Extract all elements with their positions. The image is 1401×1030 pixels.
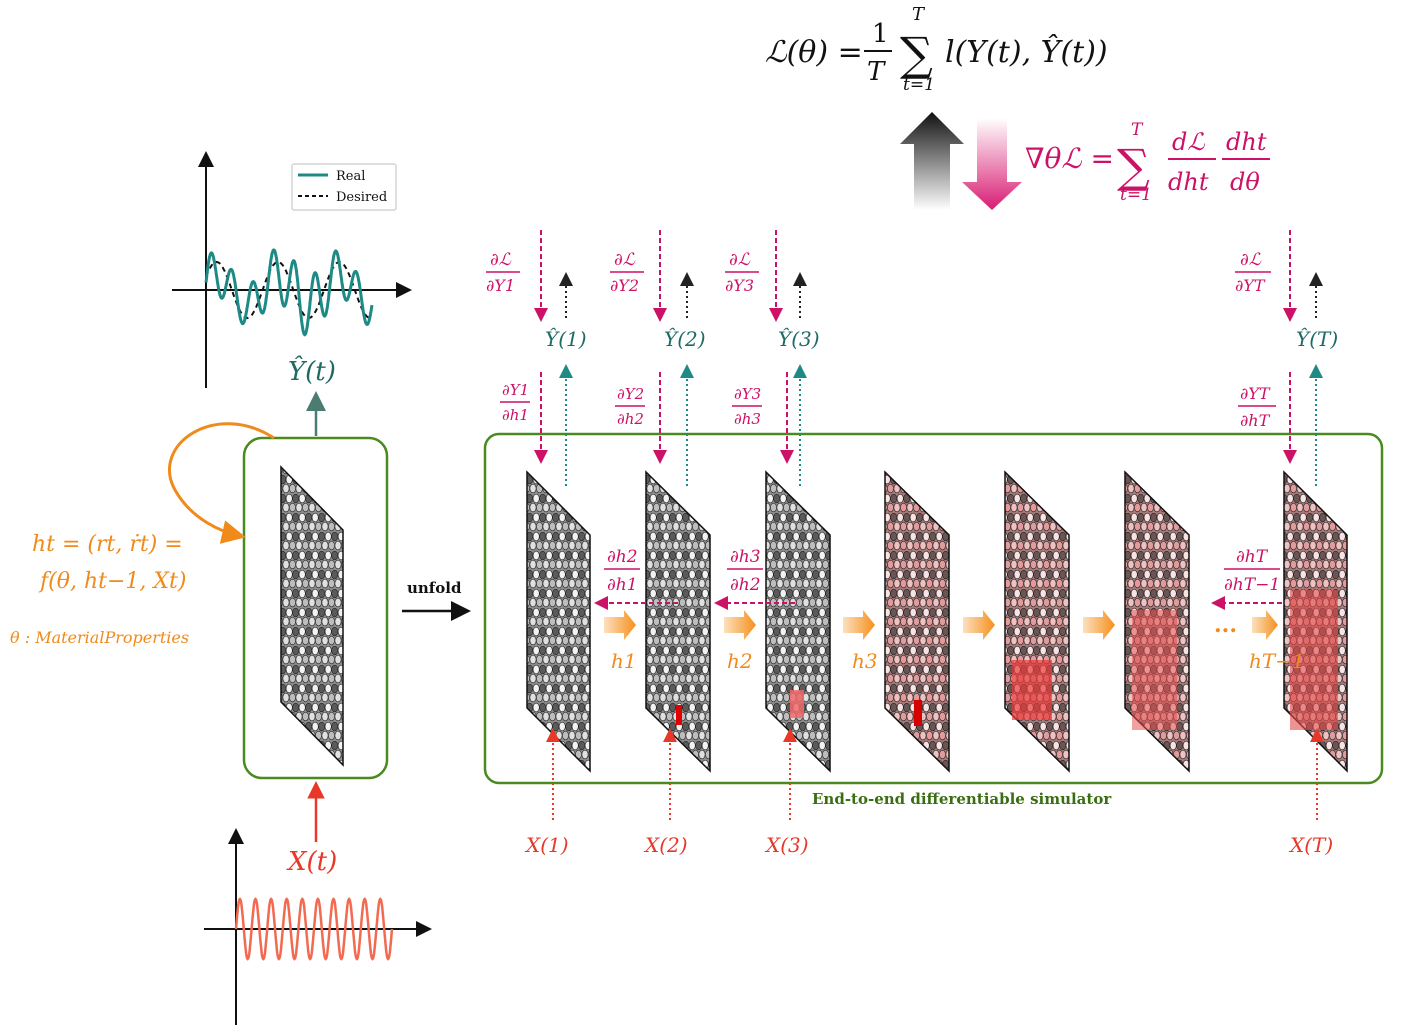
grad-frac2-den: dθ: [1230, 168, 1260, 196]
grad-lhs: ∇θℒ =: [1025, 142, 1114, 175]
dYT-dhT-num: ∂YT: [1240, 384, 1271, 403]
output-Y2: Ŷ(2): [664, 327, 706, 351]
loss-sum-top: T: [912, 4, 926, 25]
output-Y3: Ŷ(3): [778, 327, 820, 351]
lattice-tT: [1283, 470, 1348, 773]
input-signal-plot: [204, 828, 432, 1025]
input-signal-line: [234, 897, 394, 961]
input-X3: X(3): [764, 833, 809, 857]
grad-sigma: ∑: [1117, 139, 1150, 193]
column-t3: ∂ℒ ∂Y3 ∂Y3 ∂h3 Ŷ(3) X(3): [725, 230, 820, 857]
forward-pass-arrow: [900, 112, 964, 210]
dY1-dh1-den: ∂h1: [502, 406, 529, 424]
dL-dY1-num: ∂ℒ: [490, 250, 512, 270]
loss-equation: ℒ(θ) = 1 T T ∑ t=1 l(Y(t), Ŷ(t)): [765, 4, 1108, 95]
dh3-dh2-num: ∂h3: [730, 547, 761, 567]
grad-frac2-num: dht: [1226, 128, 1267, 156]
dL-dY1-den: ∂Y1: [486, 276, 515, 295]
loss-frac-num: 1: [872, 19, 889, 49]
state-arrow-5: [1083, 610, 1115, 640]
grad-sum-bottom: t=1: [1120, 185, 1152, 205]
state-arrow-3: [843, 610, 875, 640]
loss-frac-den: T: [867, 57, 886, 87]
gradient-equation: ∇θℒ = T ∑ t=1 dℒ dht dht dθ: [1025, 120, 1270, 205]
dY3-dh3-den: ∂h3: [734, 410, 761, 428]
legend-real-label: Real: [336, 169, 365, 184]
dh3-dh2-den: ∂h2: [730, 575, 761, 595]
damage-highlight: [790, 690, 804, 718]
column-t2: ∂ℒ ∂Y2 ∂Y2 ∂h2 Ŷ(2) X(2): [610, 230, 706, 857]
dL-dYT-den: ∂YT: [1235, 276, 1266, 295]
real-signal-line: [204, 248, 374, 337]
recurrence-loop-arrow: [168, 422, 275, 544]
damage-highlight: [1012, 660, 1052, 720]
dYT-dhT-den: ∂hT: [1240, 411, 1271, 430]
dY2-dh2-num: ∂Y2: [617, 385, 644, 403]
state-arrow-2: [724, 610, 756, 640]
output-label: Ŷ(t): [288, 355, 336, 387]
dh2-dh1-num: ∂h2: [607, 547, 638, 567]
state-equation-line2: f(θ, ht−1, Xt): [38, 569, 186, 594]
damage-highlight: [676, 705, 682, 725]
lattice-t6: [1124, 470, 1190, 773]
column-t1: ∂ℒ ∂Y1 ∂Y1 ∂h1 Ŷ(1) X(1): [486, 230, 587, 857]
lattice-t3: [765, 470, 831, 773]
damage-highlight: [1290, 590, 1338, 730]
model-box: [242, 436, 389, 780]
theta-label: θ : MaterialProperties: [10, 628, 189, 647]
dL-dY2-num: ∂ℒ: [614, 250, 636, 270]
output-Y1: Ŷ(1): [545, 327, 587, 351]
input-X2: X(2): [643, 833, 688, 857]
legend-desired-label: Desired: [336, 190, 387, 205]
state-equation-line1: ht = (rt, ṙt) =: [32, 532, 183, 557]
dL-dYT-num: ∂ℒ: [1240, 250, 1262, 270]
state-h3: h3: [852, 649, 878, 673]
lattice-t2: [645, 470, 711, 773]
state-arrow-1: [604, 610, 636, 640]
dL-dY2-den: ∂Y2: [610, 276, 639, 295]
dhT-dhT1-num: ∂hT: [1236, 547, 1269, 567]
simulator-caption: End-to-end differentiable simulator: [812, 790, 1112, 808]
dY3-dh3-num: ∂Y3: [734, 385, 761, 403]
dY2-dh2-den: ∂h2: [617, 410, 644, 428]
dL-dY3-den: ∂Y3: [725, 276, 754, 295]
output-signal-plot: Real Desired: [172, 151, 412, 388]
backward-pass-arrow: [962, 118, 1022, 210]
dhT-dhT1-den: ∂hT−1: [1224, 575, 1280, 595]
grad-frac1-num: dℒ: [1172, 128, 1205, 156]
damage-highlight: [914, 700, 922, 726]
state-arrow-4: [963, 610, 995, 640]
state-arrow-T: [1252, 610, 1278, 640]
loss-sigma: ∑: [900, 27, 933, 81]
dh-dh-fractions: ∂h2 ∂h1 ∂h3 ∂h2 ∂hT ∂hT−1: [604, 547, 1280, 595]
lattice-t4: [884, 470, 950, 773]
loss-sum-bottom: t=1: [903, 75, 935, 95]
input-XT: X(T): [1288, 833, 1333, 857]
lattice-t5: [1004, 470, 1070, 773]
state-h2: h2: [727, 649, 753, 673]
simulator-box: [483, 432, 1384, 785]
output-plot-legend: Real Desired: [291, 163, 397, 211]
state-transition-arrows: [604, 610, 1278, 640]
output-YT: Ŷ(T): [1296, 327, 1338, 351]
state-h1: h1: [611, 649, 637, 673]
state-hT-1: hT−1: [1249, 649, 1305, 673]
dY1-dh1-num: ∂Y1: [502, 381, 529, 399]
loss-lhs: ℒ(θ) =: [765, 35, 863, 70]
grad-frac1-den: dht: [1168, 168, 1209, 196]
damage-highlight: [1132, 610, 1177, 730]
ellipsis: ...: [1214, 612, 1237, 638]
grad-sum-top: T: [1131, 120, 1144, 140]
input-label: X(t): [286, 847, 337, 877]
lattice-t1: [526, 470, 591, 773]
loss-rhs: l(Y(t), Ŷ(t)): [945, 34, 1108, 70]
column-tT: ∂ℒ ∂YT ∂YT ∂hT Ŷ(T) X(T): [1235, 230, 1338, 857]
dh2-dh1-den: ∂h1: [607, 575, 638, 595]
input-X1: X(1): [524, 833, 569, 857]
dL-dY3-num: ∂ℒ: [729, 250, 751, 270]
model-lattice: [280, 465, 344, 767]
unfold-label: unfold: [407, 579, 462, 597]
